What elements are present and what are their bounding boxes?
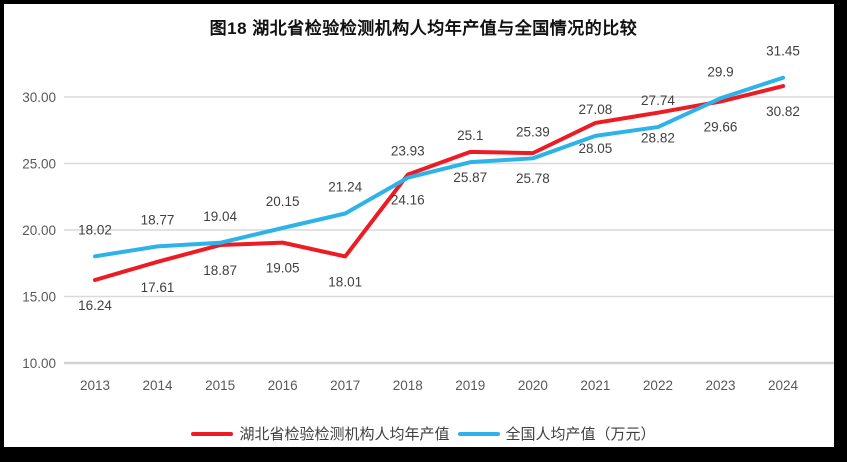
x-axis-tick-label: 2016 [268, 378, 298, 393]
x-axis-tick-label: 2014 [143, 378, 174, 393]
data-label-series-1: 18.02 [78, 222, 112, 237]
data-label-series-0: 29.66 [704, 120, 738, 135]
legend-item-national: 全国人均产值（万元） [457, 423, 656, 444]
data-label-series-0: 28.05 [579, 141, 613, 156]
legend-swatch-red-line [191, 431, 234, 436]
x-axis-tick-label: 2017 [330, 378, 360, 393]
x-axis-tick-label: 2021 [580, 378, 610, 393]
y-axis-tick-label: 10.00 [22, 356, 56, 371]
data-label-series-0: 18.87 [203, 263, 237, 278]
chart-title: 图18 湖北省检验检测机构人均年产值与全国情况的比较 [209, 19, 638, 38]
x-axis-tick-label: 2013 [80, 378, 110, 393]
x-axis-tick-label: 2023 [705, 378, 735, 393]
data-label-series-0: 25.78 [516, 171, 550, 186]
data-label-series-1: 19.04 [203, 209, 237, 224]
data-label-series-1: 29.9 [707, 64, 733, 79]
legend-label-hubei: 湖北省检验检测机构人均年产值 [239, 426, 450, 443]
series-line-0 [93, 84, 786, 283]
y-axis-tick-label: 25.00 [22, 157, 56, 172]
legend-label-national: 全国人均产值（万元） [505, 426, 656, 443]
chart-legend: 湖北省检验检测机构人均年产值 全国人均产值（万元） [0, 423, 847, 444]
data-label-series-0: 16.24 [78, 298, 112, 313]
data-label-series-0: 18.01 [328, 274, 362, 289]
y-axis-tick-label: 15.00 [22, 290, 56, 305]
data-label-series-1: 27.74 [641, 93, 675, 108]
series-line-1 [93, 75, 786, 259]
data-label-series-0: 25.87 [453, 170, 487, 185]
data-label-series-0: 24.16 [391, 193, 425, 208]
data-label-series-1: 31.45 [766, 44, 800, 59]
data-label-series-0: 30.82 [766, 104, 800, 119]
data-label-series-1: 20.15 [266, 194, 300, 209]
x-axis-tick-label: 2024 [768, 378, 799, 393]
data-label-series-0: 17.61 [141, 280, 175, 295]
y-axis-tick-label: 30.00 [22, 90, 56, 105]
legend-swatch-blue-line [457, 431, 500, 436]
data-label-series-1: 18.77 [141, 212, 175, 227]
data-label-series-0: 28.82 [641, 131, 675, 146]
data-label-series-1: 25.1 [457, 128, 483, 143]
data-label-series-0: 19.05 [266, 261, 300, 276]
data-label-series-1: 25.39 [516, 124, 550, 139]
x-axis-tick-label: 2019 [455, 378, 485, 393]
y-axis-tick-label: 20.00 [22, 223, 56, 238]
x-axis-tick-label: 2015 [205, 378, 235, 393]
x-axis-tick-label: 2020 [518, 378, 548, 393]
data-label-series-1: 27.08 [579, 102, 613, 117]
data-label-series-1: 21.24 [328, 180, 362, 195]
legend-item-hubei: 湖北省检验检测机构人均年产值 [191, 423, 450, 444]
data-label-series-1: 23.93 [391, 144, 425, 159]
x-axis-tick-label: 2022 [643, 378, 673, 393]
x-axis-tick-label: 2018 [393, 378, 423, 393]
